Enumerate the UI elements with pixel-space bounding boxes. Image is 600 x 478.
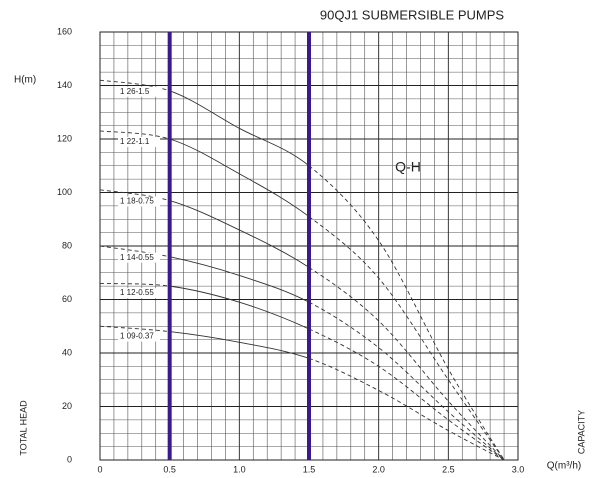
curve-dashed [99, 245, 170, 258]
curve-dashed [99, 189, 170, 201]
y-tick-label: 140 [57, 80, 72, 90]
curve-dashed [308, 357, 505, 461]
annotation: Q-H [395, 159, 421, 175]
label-bg [118, 252, 160, 263]
curve-dashed [308, 267, 505, 461]
y-tick-label: 160 [57, 26, 72, 36]
y-axis-label: TOTAL HEAD [18, 400, 28, 456]
curve-solid [169, 256, 310, 303]
curve-dashed [99, 325, 170, 333]
x-tick-label: 2.0 [372, 464, 385, 474]
label-bg [118, 86, 160, 97]
curve-label: 1 18-0.75 [120, 197, 154, 206]
curve-solid [169, 285, 310, 330]
curve-label: 1 26-1.5 [120, 87, 150, 96]
x-tick-label: 3.0 [512, 464, 525, 474]
curve-dashed [308, 328, 505, 461]
x-tick-label: 2.5 [442, 464, 455, 474]
y-tick-label: 40 [62, 347, 72, 357]
x-tick-label: 0 [97, 464, 102, 474]
curve-dashed [308, 301, 505, 461]
label-bg [118, 196, 160, 207]
y-tick-label: 100 [57, 187, 72, 197]
label-bg [118, 288, 160, 299]
curve-label: 1 14-0.55 [120, 253, 154, 262]
label-bg [118, 136, 160, 147]
y-tick-label: 20 [62, 401, 72, 411]
x-axis-label: Q(m³/h) [547, 461, 581, 472]
curve-label: 1 09-0.37 [120, 332, 154, 341]
curve-dashed [99, 79, 170, 92]
x-tick-label: 0.5 [163, 464, 176, 474]
curve-solid [169, 138, 310, 217]
x-tick-label: 1.5 [303, 464, 316, 474]
curve-label: 1 12-0.55 [120, 288, 154, 297]
curve-dashed [308, 216, 505, 461]
curve-label: 1 22-1.1 [120, 137, 150, 146]
x-side-label: CAPACITY [576, 410, 586, 454]
y-tick-label: 0 [67, 454, 72, 464]
curve-dashed [308, 165, 505, 461]
curve-solid [169, 331, 310, 359]
y-tick-label: 120 [57, 133, 72, 143]
y-tick-label: 80 [62, 240, 72, 250]
x-tick-label: 1.0 [233, 464, 246, 474]
curve-solid [169, 90, 310, 167]
curve-dashed [99, 283, 170, 287]
label-bg [118, 331, 160, 342]
curve-solid [169, 200, 310, 268]
curve-dashed [99, 130, 170, 140]
y-unit-label: H(m) [14, 75, 36, 86]
chart-title: 90QJ1 SUBMERSIBLE PUMPS [320, 7, 505, 22]
y-tick-label: 60 [62, 294, 72, 304]
